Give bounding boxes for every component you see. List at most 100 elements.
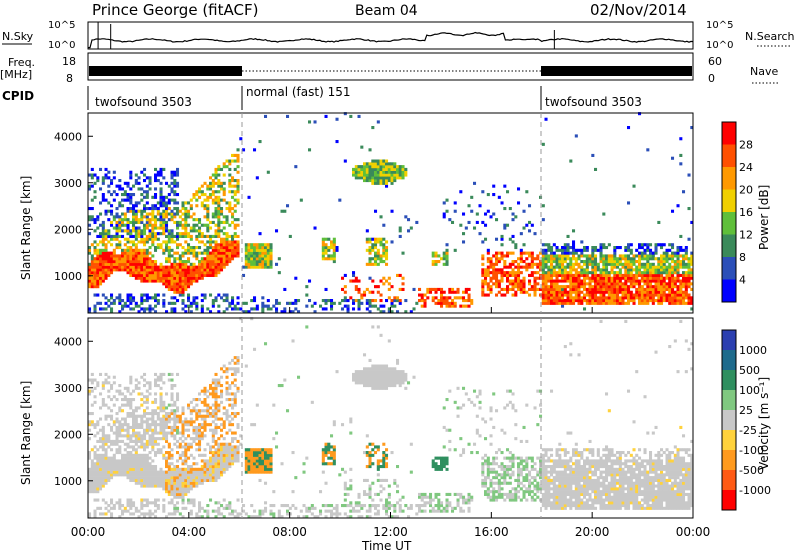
rti-cell (490, 263, 493, 266)
rti-cell (215, 501, 218, 504)
rti-cell (660, 243, 663, 246)
rti-cell (583, 274, 586, 277)
rti-cell (110, 398, 113, 401)
rti-cell (542, 243, 545, 246)
rti-cell (600, 257, 603, 260)
rti-cell (116, 501, 119, 504)
rti-cell (105, 232, 108, 235)
rti-cell (495, 271, 498, 274)
rti-cell (668, 243, 671, 246)
rti-cell (149, 426, 152, 429)
rti-cell (385, 176, 388, 179)
rti-cell (176, 232, 179, 235)
rti-cell (193, 432, 196, 435)
rti-cell (270, 512, 273, 515)
rti-cell (149, 176, 152, 179)
rti-cell (209, 221, 212, 224)
rti-cell (154, 187, 157, 190)
rti-cell (583, 271, 586, 274)
rti-cell (99, 406, 102, 409)
rti-cell (622, 288, 625, 291)
rti-cell (633, 254, 636, 257)
rti-cell (443, 254, 446, 257)
rti-cell (542, 257, 545, 260)
rti-cell (256, 454, 259, 457)
rti-cell (102, 307, 105, 310)
rti-cell (286, 510, 289, 513)
rti-cell (198, 448, 201, 451)
rti-cell (512, 213, 515, 216)
rti-cell (182, 271, 185, 274)
rti-cell (322, 252, 325, 255)
rti-cell (215, 390, 218, 393)
rti-cell (173, 282, 176, 285)
rti-cell (528, 254, 531, 257)
rti-cell (432, 299, 435, 302)
rti-cell (157, 504, 160, 507)
rti-cell (198, 392, 201, 395)
rti-cell (176, 496, 179, 499)
rti-cell (96, 282, 99, 285)
rti-cell (195, 266, 198, 269)
rti-cell (198, 504, 201, 507)
rti-cell (96, 280, 99, 283)
rti-cell (143, 266, 146, 269)
rti-cell (256, 462, 259, 465)
rti-cell (184, 285, 187, 288)
rti-cell (608, 285, 611, 288)
rti-cell (171, 499, 174, 502)
rti-cell (627, 280, 630, 283)
rti-cell (168, 268, 171, 271)
rti-cell (154, 499, 157, 502)
rti-cell (655, 268, 658, 271)
rti-cell (149, 429, 152, 432)
rti-cell (391, 174, 394, 177)
rti-cell (468, 288, 471, 291)
rti-cell (589, 299, 592, 302)
rti-cell (616, 299, 619, 302)
rti-cell (157, 482, 160, 485)
rti-cell (118, 420, 121, 423)
rti-cell (201, 274, 204, 277)
rti-cell (481, 190, 484, 193)
rti-cell (677, 274, 680, 277)
rti-cell (380, 294, 383, 297)
rti-cell (187, 282, 190, 285)
rti-cell (132, 218, 135, 221)
rti-cell (127, 465, 130, 468)
rti-cell (377, 249, 380, 252)
rti-cell (553, 280, 556, 283)
rti-cell (146, 266, 149, 269)
rti-cell (677, 280, 680, 283)
rti-cell (187, 420, 190, 423)
rti-cell (99, 437, 102, 440)
rti-cell (492, 277, 495, 280)
rti-cell (187, 224, 190, 227)
rti-cell (226, 445, 229, 448)
rti-cell (465, 227, 468, 230)
rti-cell (187, 215, 190, 218)
rti-cell (380, 168, 383, 171)
rti-cell (195, 434, 198, 437)
rti-cell (506, 254, 509, 257)
rti-cell (212, 404, 215, 407)
rti-cell (377, 240, 380, 243)
rti-cell (105, 418, 108, 421)
rti-cell (162, 204, 165, 207)
rti-cell (556, 257, 559, 260)
rti-cell (140, 459, 143, 462)
rti-cell (371, 299, 374, 302)
rti-cell (215, 249, 218, 252)
rti-cell (146, 235, 149, 238)
rti-cell (333, 260, 336, 263)
rti-cell (116, 429, 119, 432)
rti-cell (234, 232, 237, 235)
rti-cell (206, 395, 209, 398)
rti-cell (589, 294, 592, 297)
rti-cell (578, 266, 581, 269)
rti-cell (234, 448, 237, 451)
rti-cell (173, 221, 176, 224)
rti-cell (611, 299, 614, 302)
rti-cell (132, 479, 135, 482)
rti-cell (556, 266, 559, 269)
